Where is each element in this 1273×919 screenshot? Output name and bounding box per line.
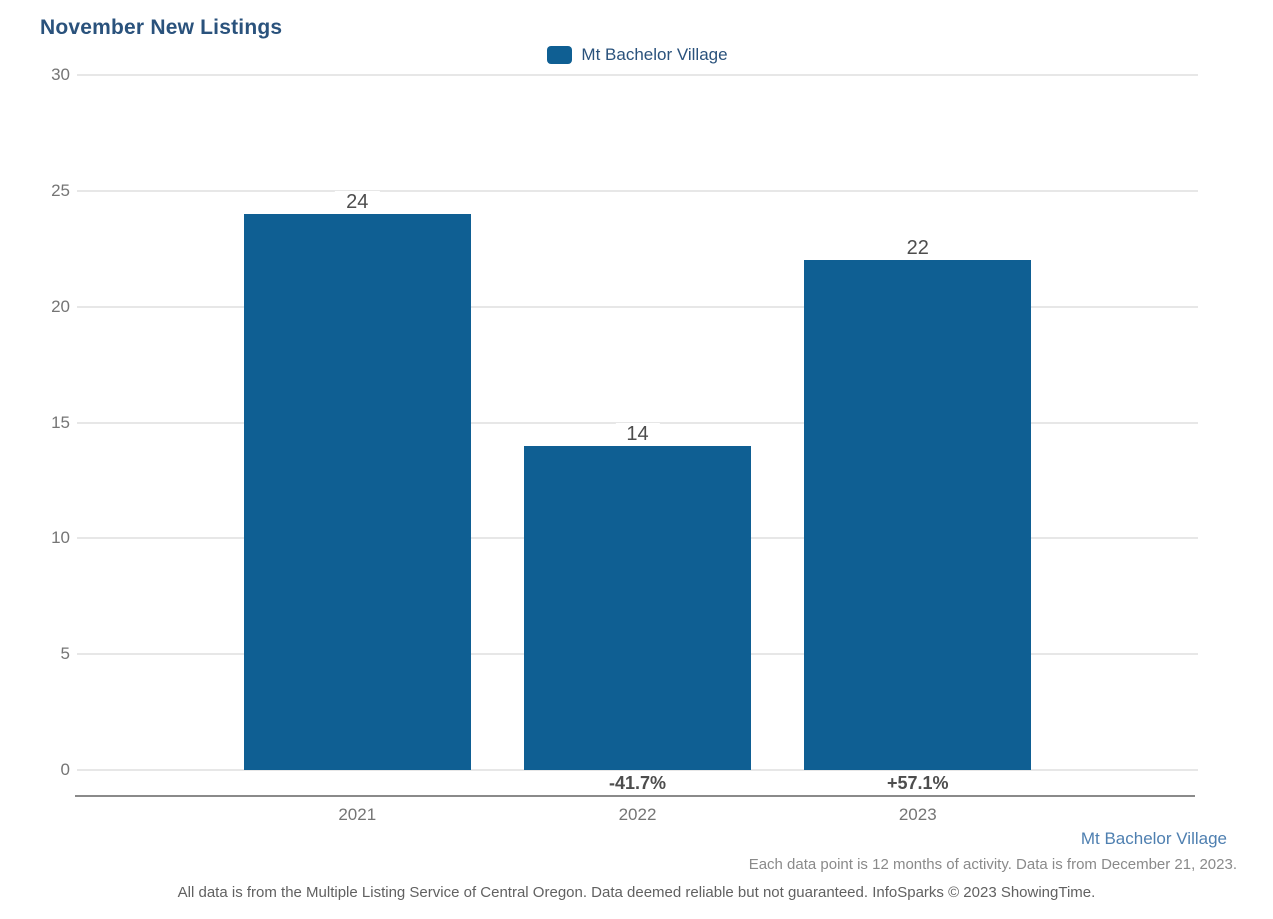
percent-change-label: +57.1% (886, 773, 949, 793)
legend-label: Mt Bachelor Village (581, 45, 728, 64)
y-axis-tick-label: 30 (51, 65, 70, 84)
bar-2021[interactable] (243, 214, 471, 770)
percent-change-row: -41.7% +57.1% (77, 773, 1198, 795)
y-axis-tick-label: 0 (60, 760, 70, 779)
data-note: Each data point is 12 months of activity… (748, 856, 1237, 873)
plot-area: 24 14 22 (77, 74, 1198, 771)
gridline (77, 74, 1198, 76)
bar-value-label: 24 (335, 191, 380, 213)
x-axis-tick-label: 2021 (338, 805, 377, 824)
x-axis-labels: 2021 2022 2023 (77, 805, 1198, 827)
disclaimer: All data is from the Multiple Listing Se… (177, 884, 1096, 901)
y-axis-tick-label: 10 (51, 528, 70, 548)
bar-2022[interactable] (523, 445, 751, 770)
series-link[interactable]: Mt Bachelor Village (1080, 829, 1227, 848)
x-axis-tick-label: 2023 (898, 805, 937, 824)
x-axis-line (75, 795, 1195, 797)
chart-title: November New Listings (40, 16, 283, 39)
y-axis-tick-label: 5 (60, 644, 70, 664)
y-axis-tick-label: 20 (51, 296, 70, 316)
x-axis-tick-label: 2022 (618, 805, 657, 824)
legend: Mt Bachelor Village (77, 44, 1198, 66)
gridline (77, 305, 1198, 308)
bar-value-label: 22 (895, 237, 940, 260)
percent-change-label: -41.7% (608, 773, 667, 793)
y-axis-tick-label: 15 (51, 412, 70, 432)
bar-2023[interactable] (804, 260, 1032, 770)
gridline (77, 189, 1198, 192)
bar-value-label: 14 (615, 422, 660, 445)
gridline (77, 769, 1198, 771)
y-axis-tick-label: 25 (51, 180, 70, 200)
legend-swatch-icon (547, 46, 573, 64)
y-axis: 0 5 10 15 20 25 30 (8, 65, 70, 779)
gridline (77, 421, 1198, 424)
